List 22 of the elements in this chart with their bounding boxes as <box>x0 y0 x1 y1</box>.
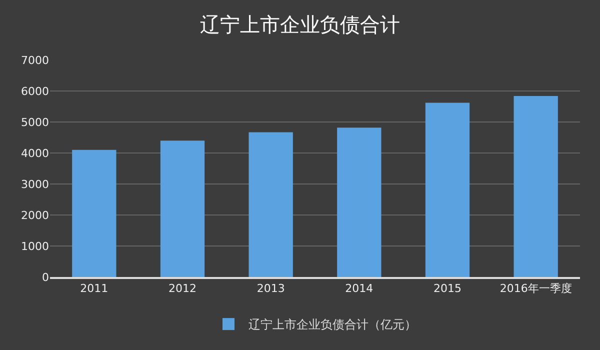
x-tick-label: 2015 <box>434 282 462 296</box>
bar <box>248 132 293 277</box>
y-tick-label: 4000 <box>21 146 49 160</box>
y-tick-label: 5000 <box>21 116 49 129</box>
x-tick-label: 2014 <box>345 282 374 296</box>
bar <box>337 128 382 277</box>
legend-label: 辽宁上市企业负债合计（亿元） <box>248 318 416 332</box>
y-tick-label: 3000 <box>21 178 49 191</box>
x-tick-label: 2016年一季度 <box>500 282 572 296</box>
y-tick-label: 7000 <box>21 54 49 67</box>
x-tick-label: 2012 <box>168 282 196 296</box>
y-tick-label: 0 <box>42 270 49 284</box>
x-tick-label: 2011 <box>80 282 108 296</box>
bar <box>514 96 558 277</box>
y-tick-label: 1000 <box>21 240 49 253</box>
y-tick-label: 2000 <box>21 208 49 222</box>
chart-title: 辽宁上市企业负债合计 <box>200 12 400 36</box>
x-tick-label: 2013 <box>256 282 285 296</box>
bar <box>72 150 116 277</box>
bar <box>160 140 205 277</box>
bar <box>425 102 470 277</box>
y-tick-label: 6000 <box>21 84 49 98</box>
